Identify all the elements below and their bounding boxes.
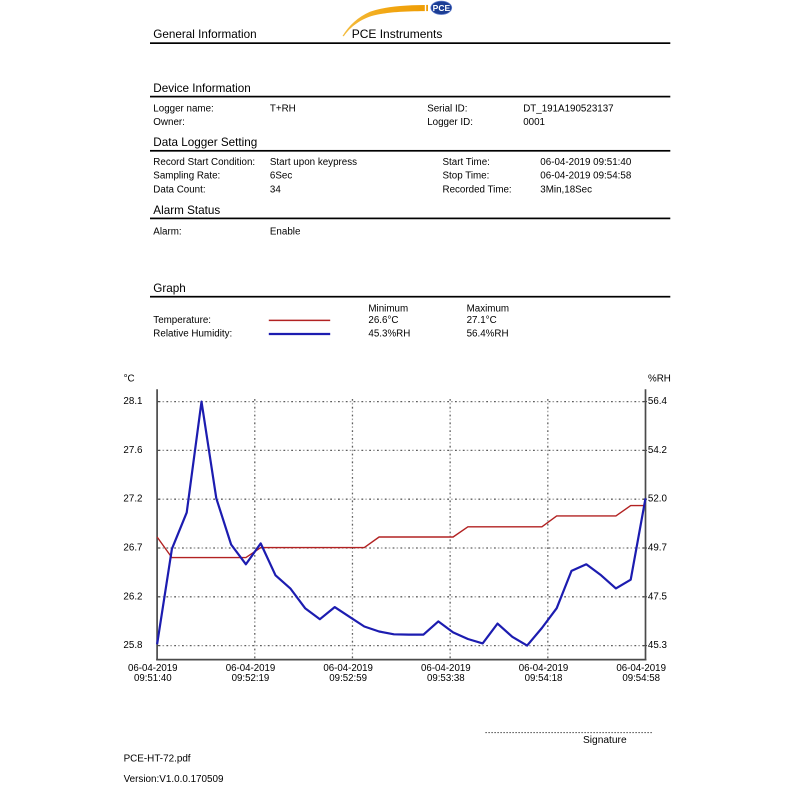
svg-text:Alarm Status: Alarm Status — [153, 204, 220, 217]
svg-text:52.0: 52.0 — [648, 494, 668, 505]
svg-text:Stop Time:: Stop Time: — [443, 171, 490, 182]
svg-text:06-04-2019: 06-04-2019 — [616, 663, 666, 674]
svg-text:Owner:: Owner: — [153, 117, 185, 128]
svg-text:Enable: Enable — [270, 227, 301, 238]
svg-text:54.2: 54.2 — [648, 445, 667, 456]
svg-text:Minimum: Minimum — [368, 303, 408, 314]
svg-text:PCE Instruments: PCE Instruments — [352, 27, 443, 41]
svg-text:3Min,18Sec: 3Min,18Sec — [540, 184, 592, 195]
svg-text:PCE: PCE — [433, 3, 451, 13]
svg-text:26.6°C: 26.6°C — [368, 315, 398, 326]
svg-text:25.8: 25.8 — [123, 640, 143, 651]
svg-text:6Sec: 6Sec — [270, 171, 292, 182]
svg-text:Recorded Time:: Recorded Time: — [443, 184, 512, 195]
svg-text:Sampling Rate:: Sampling Rate: — [153, 171, 220, 182]
svg-text:General Information: General Information — [153, 28, 256, 41]
svg-text:09:52:59: 09:52:59 — [329, 673, 367, 684]
svg-text:Relative Humidity:: Relative Humidity: — [153, 329, 232, 340]
svg-text:45.3%RH: 45.3%RH — [368, 329, 410, 340]
svg-text:49.7: 49.7 — [648, 543, 667, 554]
svg-text:Graph: Graph — [153, 282, 185, 295]
svg-text:28.1: 28.1 — [123, 396, 142, 407]
svg-text:Version:V1.0.0.170509: Version:V1.0.0.170509 — [124, 774, 224, 785]
svg-text:Record Start Condition:: Record Start Condition: — [153, 157, 255, 168]
svg-text:Start Time:: Start Time: — [443, 157, 490, 168]
svg-text:09:54:18: 09:54:18 — [525, 673, 563, 684]
svg-text:T+RH: T+RH — [270, 103, 296, 114]
svg-text:06-04-2019 09:54:58: 06-04-2019 09:54:58 — [540, 171, 632, 182]
svg-text:06-04-2019: 06-04-2019 — [226, 663, 276, 674]
svg-text:45.3: 45.3 — [648, 640, 668, 651]
svg-text:34: 34 — [270, 184, 281, 195]
svg-text:47.5: 47.5 — [648, 591, 668, 602]
svg-text:Data Logger Setting: Data Logger Setting — [153, 136, 257, 149]
svg-text:0001: 0001 — [523, 117, 545, 128]
svg-text:DT_191A190523137: DT_191A190523137 — [523, 103, 613, 114]
svg-text:PCE-HT-72.pdf: PCE-HT-72.pdf — [124, 753, 191, 764]
svg-text:27.1°C: 27.1°C — [467, 315, 497, 326]
svg-text:09:53:38: 09:53:38 — [427, 673, 465, 684]
svg-text:09:54:58: 09:54:58 — [622, 673, 660, 684]
svg-text:06-04-2019 09:51:40: 06-04-2019 09:51:40 — [540, 157, 632, 168]
svg-text:06-04-2019: 06-04-2019 — [421, 663, 471, 674]
svg-text:26.2: 26.2 — [123, 591, 142, 602]
svg-text:Data Count:: Data Count: — [153, 184, 205, 195]
svg-text:Alarm:: Alarm: — [153, 227, 181, 238]
svg-text:Maximum: Maximum — [467, 303, 509, 314]
svg-text:06-04-2019: 06-04-2019 — [323, 663, 373, 674]
svg-text:56.4: 56.4 — [648, 396, 668, 407]
svg-text:27.2: 27.2 — [123, 494, 142, 505]
svg-text:Logger ID:: Logger ID: — [427, 117, 473, 128]
svg-text:%RH: %RH — [648, 374, 671, 385]
svg-text:Device Information: Device Information — [153, 82, 250, 95]
svg-text:Signature: Signature — [583, 735, 627, 746]
svg-text:Serial ID:: Serial ID: — [427, 103, 467, 114]
svg-text:°C: °C — [124, 374, 135, 385]
svg-text:09:52:19: 09:52:19 — [232, 673, 270, 684]
svg-text:27.6: 27.6 — [123, 445, 143, 456]
svg-text:09:51:40: 09:51:40 — [134, 673, 172, 684]
svg-text:Logger name:: Logger name: — [153, 103, 213, 114]
svg-text:Temperature:: Temperature: — [153, 315, 211, 326]
svg-text:56.4%RH: 56.4%RH — [467, 329, 509, 340]
svg-text:06-04-2019: 06-04-2019 — [519, 663, 569, 674]
svg-text:Start upon keypress: Start upon keypress — [270, 157, 357, 168]
svg-text:06-04-2019: 06-04-2019 — [128, 663, 178, 674]
svg-text:26.7: 26.7 — [123, 543, 142, 554]
